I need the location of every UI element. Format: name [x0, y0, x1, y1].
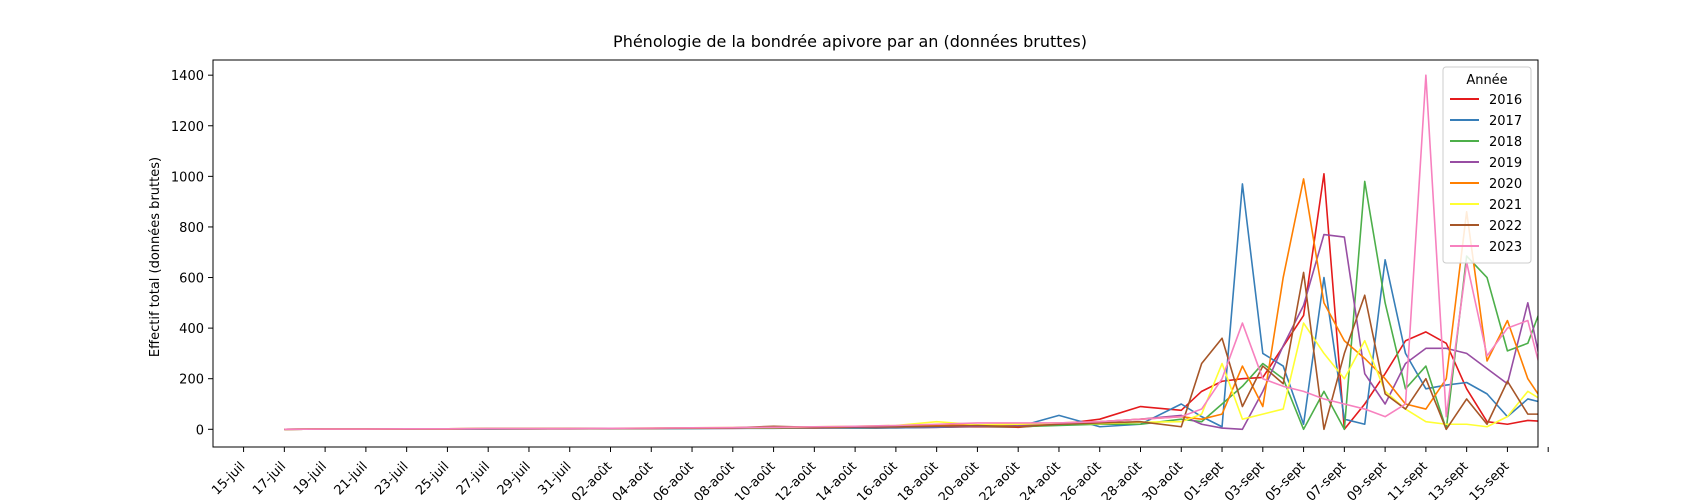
legend-label-2020: 2020	[1489, 177, 1522, 192]
series-line-2023	[284, 74, 1538, 431]
legend-box	[1442, 66, 1532, 264]
legend-label-2022: 2022	[1489, 219, 1522, 234]
y-tick-label: 1200	[171, 120, 204, 135]
legend-title: Année	[1466, 73, 1507, 88]
legend-label-2019: 2019	[1489, 156, 1522, 171]
legend-label-2018: 2018	[1489, 135, 1522, 150]
legend-label-2016: 2016	[1489, 93, 1522, 108]
y-axis: 0 200 400 600 800 1000 1200 1400	[171, 69, 213, 438]
series-layer	[284, 74, 1538, 431]
legend: Année 2016 2017 2018 2019 2020 2021 2022 2023	[1442, 66, 1532, 264]
y-tick-label: 800	[179, 221, 204, 236]
legend-label-2017: 2017	[1489, 114, 1522, 129]
plot-area-frame	[212, 59, 1539, 448]
legend-label-2021: 2021	[1489, 198, 1522, 213]
y-axis-title: Effectif total (données bruttes)	[148, 157, 163, 357]
y-tick-label: 400	[179, 322, 204, 337]
y-tick-label: 0	[196, 423, 204, 438]
legend-label-2023: 2023	[1489, 240, 1522, 255]
y-tick-label: 1000	[171, 170, 204, 185]
y-tick-label: 200	[179, 373, 204, 388]
y-tick-label: 1400	[171, 69, 204, 84]
chart-title: Phénologie de la bondrée apivore par an …	[613, 32, 1087, 51]
y-tick-label: 600	[179, 272, 204, 287]
